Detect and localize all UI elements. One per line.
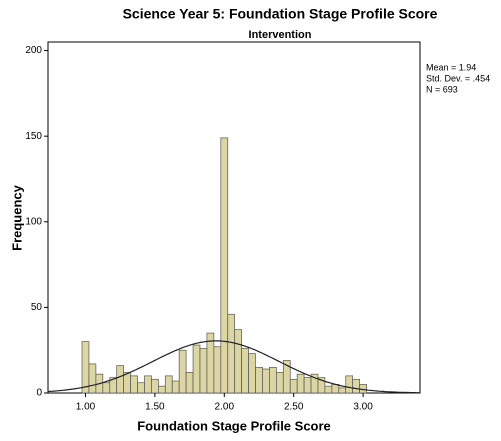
- y-axis-label: Frequency: [9, 184, 24, 251]
- bar: [303, 377, 312, 394]
- x-axis-label: Foundation Stage Profile Score: [137, 418, 331, 433]
- bar: [130, 375, 138, 394]
- bar: [158, 385, 166, 394]
- bar: [116, 365, 124, 394]
- bar: [241, 348, 249, 394]
- x-tick-label: 1.00: [76, 402, 96, 413]
- stats-label: Mean = 1.94: [426, 62, 476, 72]
- bar: [123, 372, 131, 394]
- bar: [338, 387, 347, 394]
- bar: [206, 332, 215, 394]
- y-tick-label: 50: [31, 302, 43, 313]
- x-tick-label: 1.50: [145, 402, 165, 413]
- bar: [255, 366, 263, 394]
- y-tick-label: 0: [36, 388, 42, 399]
- bar: [282, 360, 291, 394]
- bar: [178, 349, 187, 394]
- bar: [227, 313, 236, 394]
- bar: [151, 378, 159, 394]
- y-tick-label: 200: [25, 45, 42, 56]
- chart-title: Science Year 5: Foundation Stage Profile…: [123, 6, 438, 22]
- normal-curve: [47, 340, 420, 394]
- x-tick-label: 2.00: [215, 402, 235, 413]
- bar: [331, 384, 340, 394]
- bar: [324, 385, 333, 394]
- bar: [345, 375, 354, 394]
- bar: [220, 137, 229, 394]
- bar: [352, 378, 360, 394]
- y-tick-label: 150: [25, 131, 42, 142]
- chart-subtitle: Intervention: [249, 29, 312, 41]
- x-tick-label: 3.00: [353, 402, 373, 413]
- bar: [144, 375, 152, 394]
- bar: [185, 372, 194, 394]
- bar: [262, 368, 270, 394]
- bar: [199, 348, 208, 394]
- bar: [296, 373, 305, 394]
- stats-label: Std. Dev. = .454: [426, 73, 490, 83]
- bar: [234, 329, 242, 394]
- bar: [248, 353, 256, 394]
- bar: [213, 346, 222, 394]
- x-tick-label: 2.50: [284, 402, 304, 413]
- bar: [171, 380, 180, 394]
- bar: [275, 372, 284, 394]
- bar: [164, 375, 173, 394]
- bar: [289, 378, 298, 394]
- bar: [81, 341, 90, 394]
- bar: [137, 382, 145, 394]
- bar: [102, 382, 111, 394]
- bar: [317, 377, 326, 394]
- bar: [269, 366, 277, 394]
- bar: [88, 363, 97, 394]
- bar: [192, 344, 201, 394]
- y-tick-label: 100: [25, 216, 42, 227]
- stats-label: N = 693: [426, 84, 458, 94]
